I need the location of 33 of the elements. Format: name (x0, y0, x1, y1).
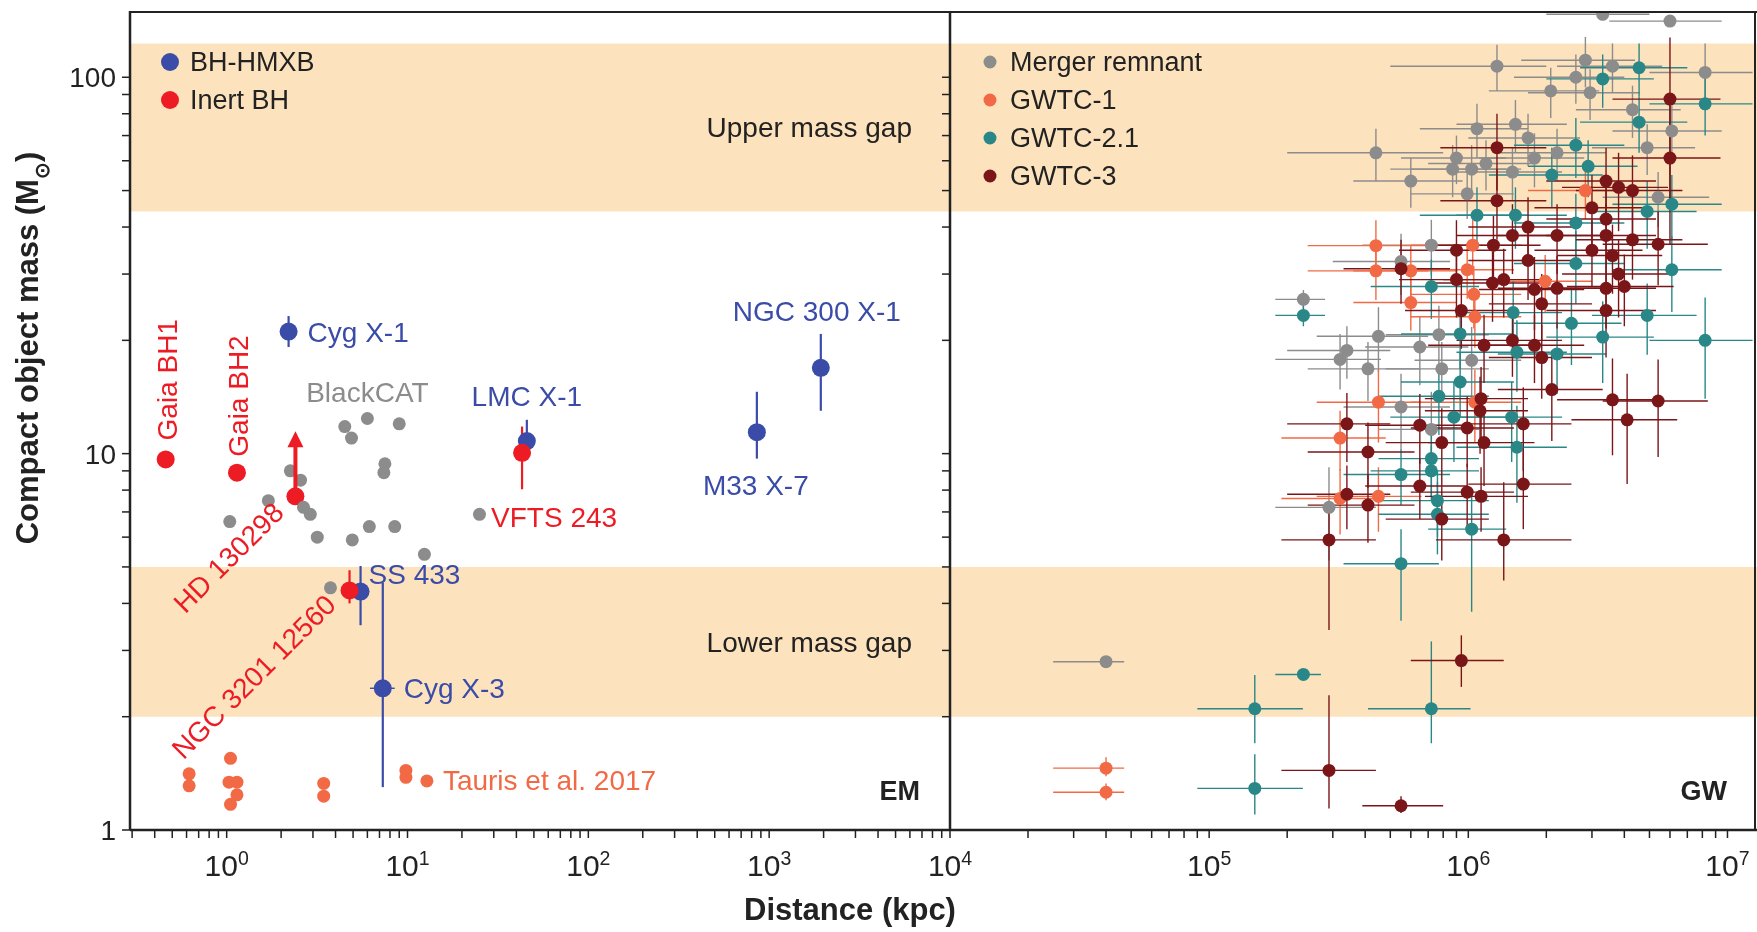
band-label: Upper mass gap (706, 112, 912, 144)
legend-label: Merger remnant (1010, 46, 1203, 79)
annotation: Gaia BH1 (151, 319, 183, 441)
x-axis-title: Distance (kpc) (744, 892, 956, 927)
annotation: NGC 300 X-1 (732, 295, 901, 327)
y-tick-label: 100 (69, 62, 116, 94)
x-tick-label: 10$^{4}$ (927, 847, 973, 882)
x-tick-label: 10$^{2}$ (566, 847, 611, 882)
legend-label: GWTC-1 (1010, 84, 1117, 117)
x-tick-label: 10$^{6}$ (1446, 847, 1491, 882)
annotation: LMC X-1 (471, 381, 583, 413)
annotation: Cyg X-3 (403, 673, 505, 705)
x-tick-label: 10$^{5}$ (1187, 847, 1232, 882)
annotation: VFTS 243 (491, 501, 618, 533)
annotation: EM (879, 776, 920, 806)
y-tick-label: 10 (84, 438, 116, 470)
legend-label: BH-HMXB (190, 46, 315, 79)
annotation: GW (1680, 776, 1728, 806)
x-tick-label: 10$^{1}$ (385, 847, 430, 882)
annotation: M33 X-7 (702, 470, 809, 502)
annotation: Cyg X-1 (307, 316, 409, 348)
annotation: Gaia BH2 (222, 335, 254, 457)
legend-label: GWTC-3 (1010, 160, 1117, 193)
annotation: SS 433 (368, 558, 461, 590)
x-tick-label: 10$^{3}$ (747, 847, 792, 882)
x-tick-label: 10$^{7}$ (1705, 847, 1750, 882)
series-label: Tauris et al. 2017 (442, 764, 657, 796)
legend-label: Inert BH (190, 84, 290, 117)
legend-label: GWTC-2.1 (1010, 122, 1140, 155)
series-label: BlackCAT (306, 377, 429, 409)
y-tick-label: 1 (100, 815, 116, 846)
band-label: Lower mass gap (706, 626, 912, 658)
x-tick-label: 10$^{0}$ (204, 847, 249, 882)
